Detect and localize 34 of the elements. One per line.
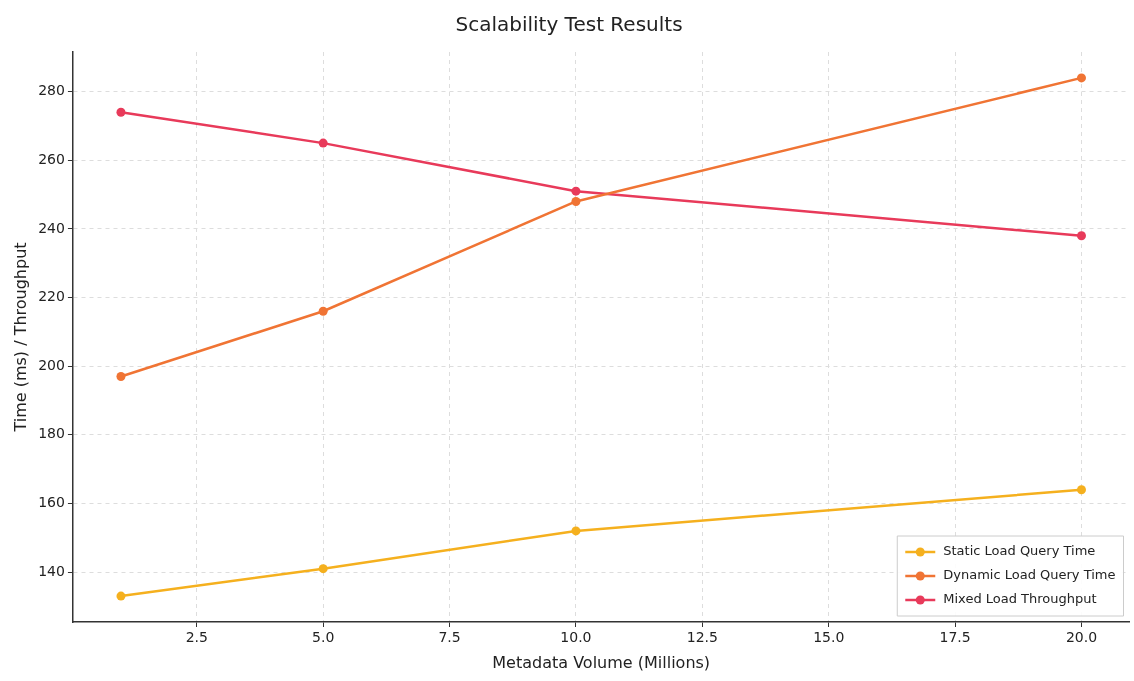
x-tick-label: 15.0 [813, 629, 845, 646]
x-tick-label: 7.5 [438, 629, 461, 646]
point [571, 196, 581, 206]
y-tick-label: 200 [38, 356, 65, 373]
y-axis-title: Time (ms) / Throughput [10, 242, 30, 433]
point [116, 371, 126, 381]
y-tick-label: 140 [38, 562, 65, 579]
y-tick-label: 240 [38, 219, 65, 236]
point [318, 564, 328, 574]
y-tick-label: 280 [38, 82, 65, 99]
chart-title: Scalability Test Results [455, 12, 683, 37]
point [1076, 73, 1086, 83]
point [571, 186, 581, 196]
x-tick-label: 5.0 [312, 629, 335, 646]
x-tick-label: 20.0 [1065, 629, 1098, 646]
point [116, 591, 126, 601]
x-tick-label: 10.0 [560, 629, 592, 646]
point [571, 526, 581, 536]
point [1076, 231, 1086, 241]
x-tick-label: 17.5 [939, 629, 971, 646]
y-tick-label: 260 [38, 150, 65, 167]
point [1076, 485, 1086, 495]
point [116, 107, 126, 117]
x-tick-label: 12.5 [686, 629, 718, 646]
legend-label: Mixed Load Throughput [943, 591, 1097, 607]
legend-label: Dynamic Load Query Time [943, 567, 1116, 583]
point [318, 306, 328, 316]
y-tick-label: 220 [38, 288, 65, 305]
legend-label: Static Load Query Time [943, 543, 1096, 559]
y-tick-label: 180 [38, 425, 65, 442]
x-axis-title: Metadata Volume (Millions) [492, 652, 711, 672]
x-tick-label: 2.5 [185, 629, 208, 646]
y-tick-label: 160 [38, 494, 65, 511]
point [318, 138, 328, 148]
